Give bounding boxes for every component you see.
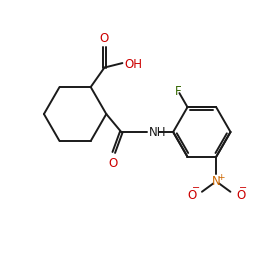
Text: NH: NH	[148, 126, 166, 139]
Text: O: O	[99, 32, 109, 45]
Text: O: O	[186, 188, 195, 201]
Text: −: −	[192, 183, 199, 193]
Text: N: N	[211, 174, 220, 187]
Text: OH: OH	[124, 57, 142, 70]
Text: −: −	[238, 183, 246, 193]
Text: O: O	[235, 188, 244, 201]
Text: O: O	[107, 156, 117, 169]
Text: F: F	[174, 85, 180, 98]
Text: +: +	[216, 172, 224, 181]
